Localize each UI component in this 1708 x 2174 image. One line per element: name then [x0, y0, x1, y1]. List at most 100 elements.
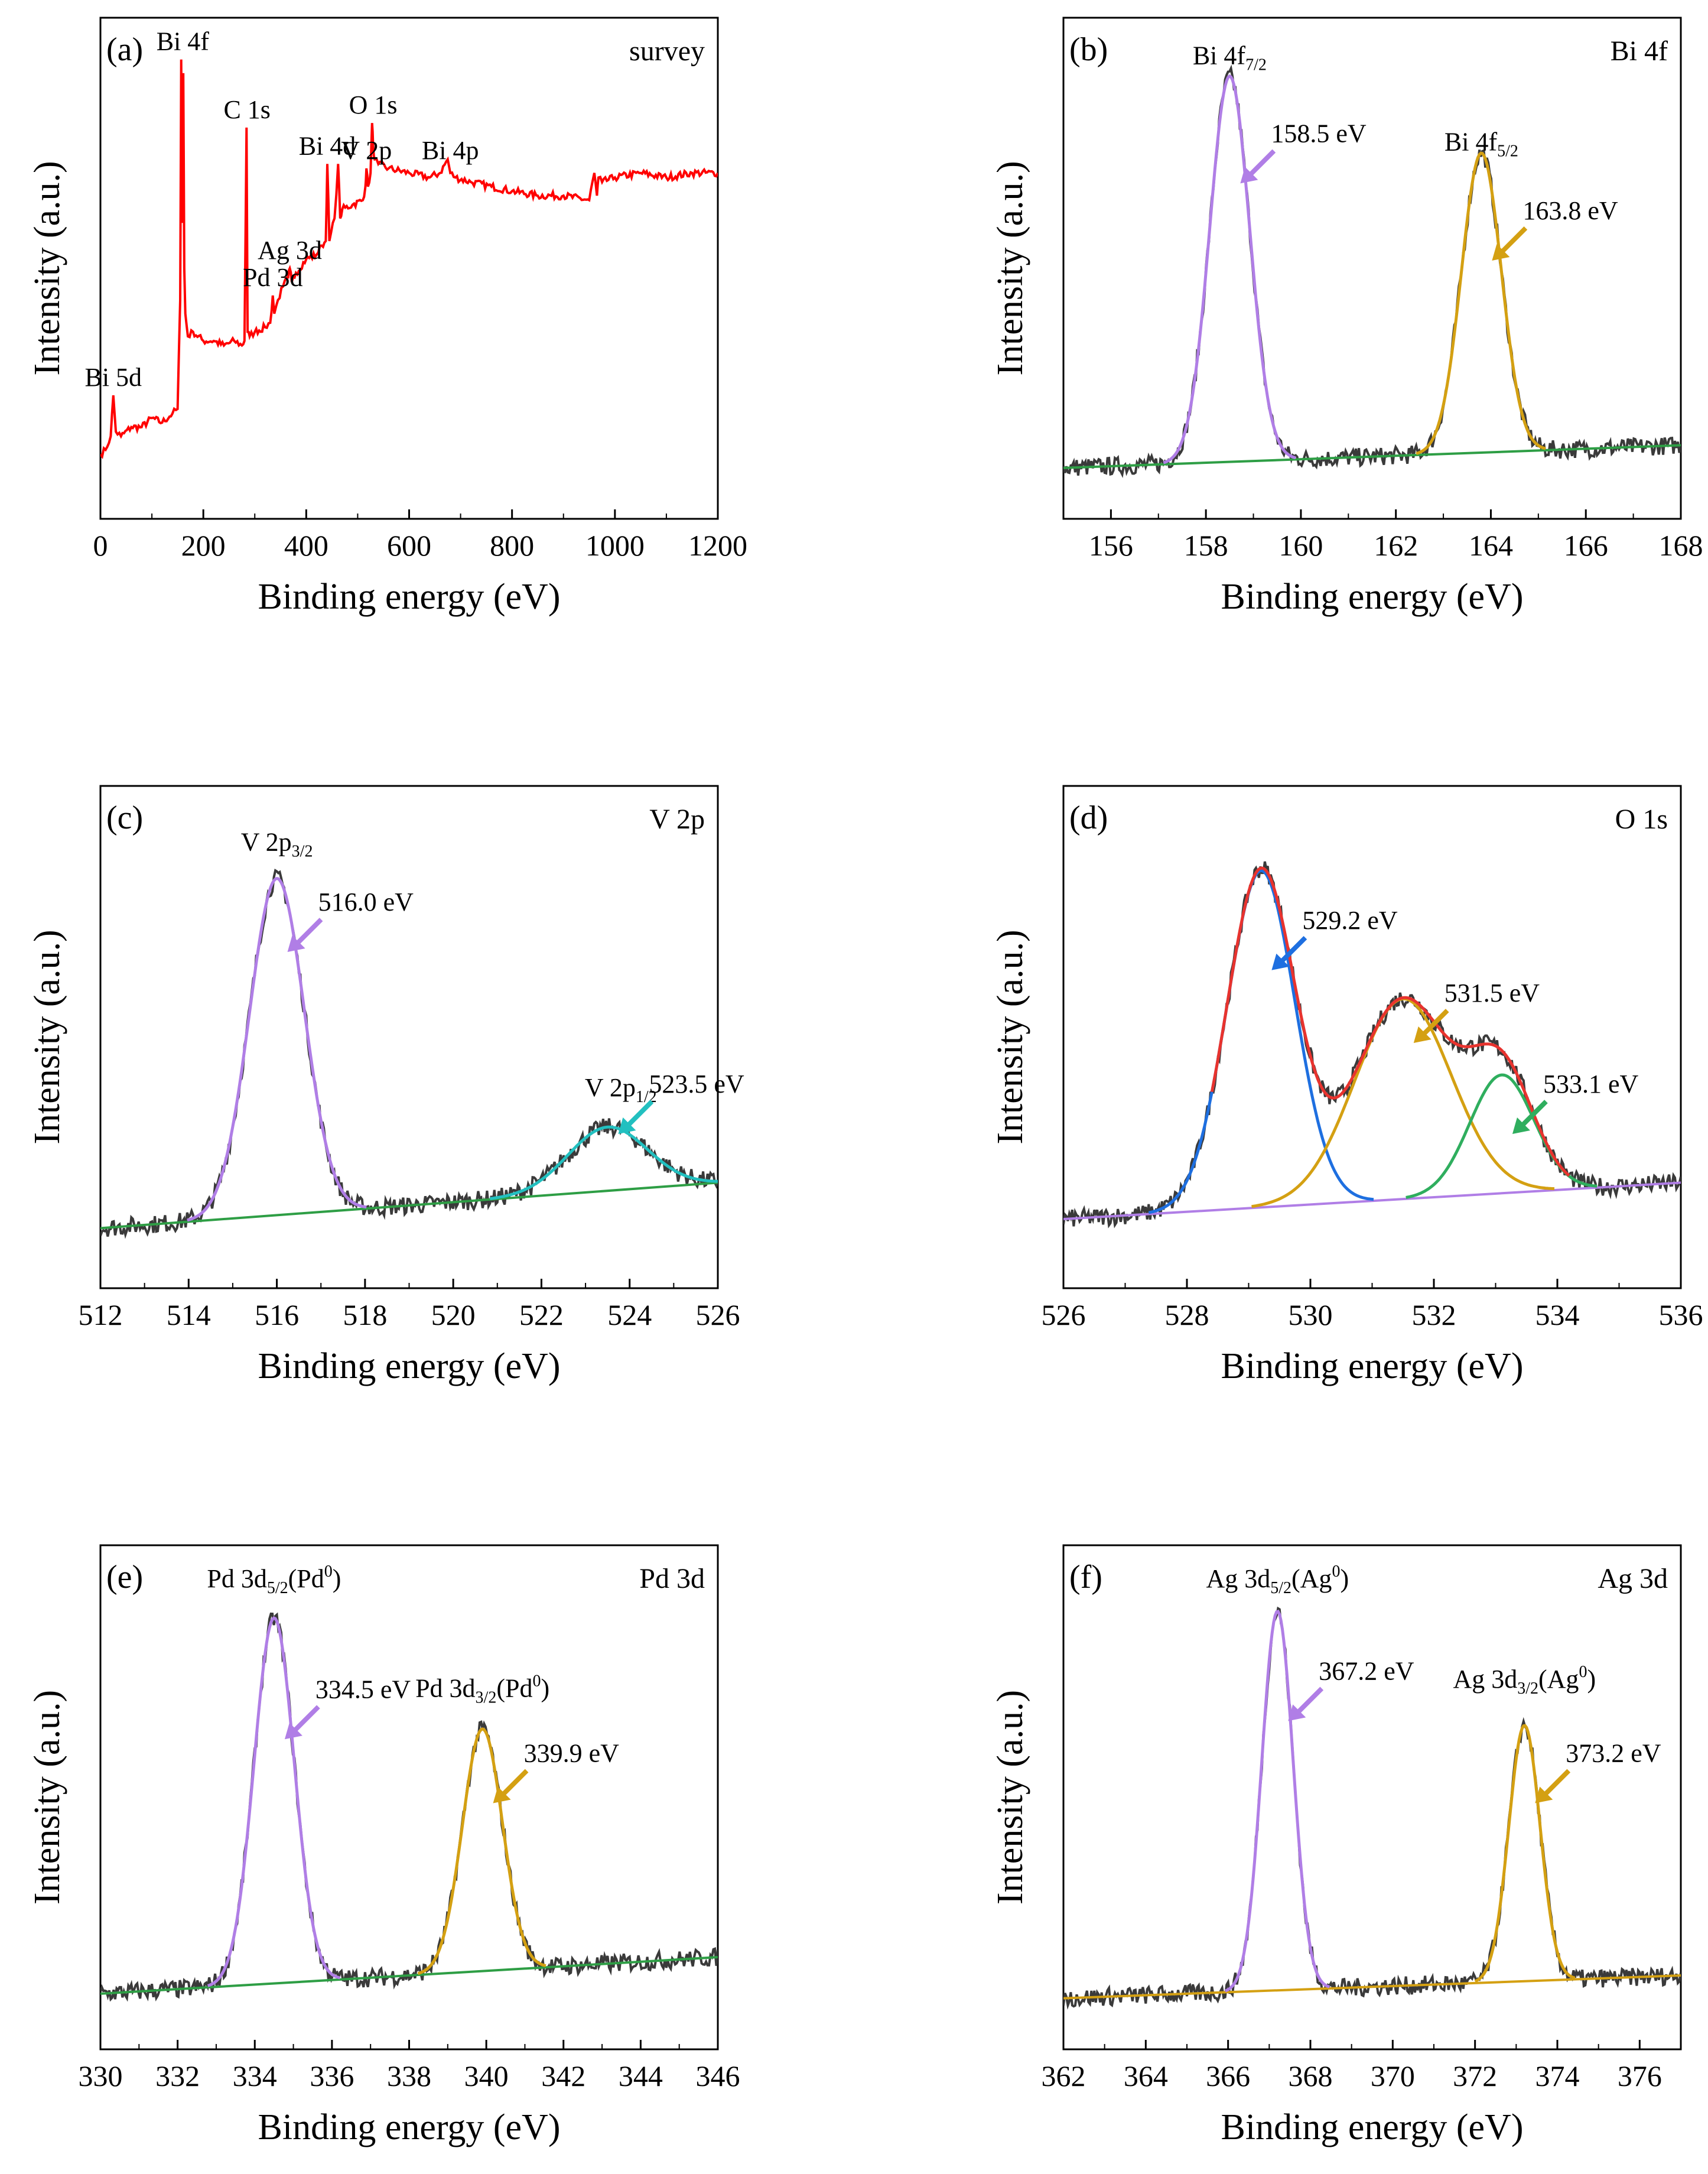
plot-frame — [99, 17, 719, 520]
x-tick-label: 334 — [233, 2059, 277, 2092]
label-suffix: (Pd — [288, 1564, 324, 1593]
baseline — [1063, 444, 1681, 469]
panel-corner-label: V 2p — [649, 804, 705, 835]
annotation-arrow — [1245, 149, 1276, 180]
baseline — [100, 1956, 718, 1995]
x-tick-label: 158 — [1184, 529, 1228, 562]
x-tick-label: 342 — [541, 2059, 585, 2092]
peak-label: Bi 4f — [157, 27, 210, 56]
label-superscript: 0 — [532, 1672, 541, 1690]
annotation-arrowhead — [1271, 953, 1290, 970]
x-axis: 526 528 530 532 534 536 — [1042, 1279, 1703, 1331]
x-tick-label: 166 — [1564, 529, 1608, 562]
x-tick-label: 346 — [696, 2059, 740, 2092]
plot-area — [1063, 861, 1681, 1229]
raw-spectrum — [1063, 861, 1681, 1229]
energy-annotation: 533.1 eV — [1543, 1070, 1639, 1099]
label-main: V 2p — [585, 1073, 636, 1102]
label-suffix: (Pd — [496, 1673, 532, 1702]
panel-corner-label: Bi 4f — [1611, 35, 1668, 67]
energy-annotation: 163.8 eV — [1522, 196, 1618, 225]
label-main: Ag 3d — [1453, 1665, 1517, 1694]
annotation-arrow — [1497, 226, 1528, 256]
peak-name-label: Pd 3d3/2(Pd0) — [415, 1672, 549, 1707]
label-tail: ) — [1587, 1665, 1596, 1694]
y-axis-title: Intensity (a.u.) — [990, 161, 1030, 375]
peak-label: Bi 4p — [422, 136, 479, 165]
label-tail: ) — [541, 1673, 549, 1702]
x-tick-label: 514 — [167, 1298, 211, 1331]
annotation-arrow — [1277, 935, 1307, 966]
label-subscript: 3/2 — [476, 1688, 497, 1707]
label-subscript: 5/2 — [1270, 1579, 1291, 1597]
y-axis-title: Intensity (a.u.) — [27, 1690, 67, 1905]
panel-b: 156 158 160 162 164 166 168 Binding energy (eV)… — [990, 17, 1703, 617]
x-tick-label: 370 — [1371, 2059, 1415, 2092]
energy-annotation: 531.5 eV — [1445, 979, 1540, 1008]
panel-tag: (c) — [106, 800, 143, 836]
baseline — [1063, 1181, 1681, 1220]
annotation-arrowhead — [284, 1723, 302, 1740]
x-tick-label: 336 — [310, 2059, 354, 2092]
x-tick-label: 162 — [1374, 529, 1418, 562]
x-axis-title: Binding energy (eV) — [258, 1346, 561, 1386]
x-tick-label: 340 — [464, 2059, 509, 2092]
x-tick-label: 366 — [1206, 2059, 1250, 2092]
fit-component — [1148, 869, 1374, 1214]
x-tick-label: 520 — [431, 1298, 476, 1331]
raw-spectrum — [100, 869, 718, 1239]
x-tick-label: 400 — [284, 529, 328, 562]
survey-line — [100, 59, 718, 460]
plot-area — [100, 59, 718, 460]
annotation-arrow — [498, 1769, 529, 1799]
x-axis-title: Binding energy (eV) — [1221, 577, 1524, 617]
peak-label: V 2p — [341, 136, 392, 165]
label-subscript: 5/2 — [1497, 142, 1518, 160]
x-axis: 0 200 400 600 800 1000 1200 — [93, 509, 747, 562]
peak-name-label: V 2p1/2 — [585, 1073, 657, 1106]
panel-corner-label: Pd 3d — [639, 1563, 705, 1594]
x-tick-label: 526 — [1042, 1298, 1086, 1331]
x-axis: 512 514 516 518 520 522 524 526 — [79, 1279, 740, 1331]
peak-name-label: Bi 4f5/2 — [1445, 127, 1518, 160]
annotation-arrowhead — [1512, 1117, 1530, 1134]
fit-component — [1251, 997, 1555, 1208]
x-tick-label: 374 — [1535, 2059, 1580, 2092]
peak-name-label: Pd 3d5/2(Pd0) — [207, 1562, 341, 1597]
plot-area — [1063, 1606, 1681, 2010]
x-tick-label: 330 — [79, 2059, 123, 2092]
x-tick-label: 376 — [1618, 2059, 1662, 2092]
baseline — [1063, 1974, 1681, 2000]
peak-name-label: Bi 4f7/2 — [1193, 41, 1267, 74]
annotation-arrowhead — [287, 935, 305, 952]
label-main: Pd 3d — [415, 1673, 475, 1702]
annotation-arrow — [290, 1705, 320, 1736]
panel-tag: (d) — [1069, 800, 1108, 836]
annotation-arrow — [1518, 1100, 1548, 1130]
energy-annotation: 516.0 eV — [318, 888, 414, 917]
raw-spectrum — [100, 1612, 718, 2002]
fit-envelope — [1210, 866, 1570, 1177]
fit-component — [489, 1125, 718, 1200]
x-tick-label: 518 — [343, 1298, 387, 1331]
label-main: Bi 4f — [1445, 127, 1498, 156]
x-tick-label: 372 — [1453, 2059, 1497, 2092]
panel-tag: (f) — [1069, 1559, 1102, 1595]
x-axis-title: Binding energy (eV) — [1221, 1346, 1524, 1386]
x-axis: 156 158 160 162 164 166 168 — [1089, 509, 1703, 562]
label-subscript: 3/2 — [1517, 1679, 1538, 1698]
energy-annotation: 523.5 eV — [649, 1070, 744, 1099]
plot-frame — [1062, 1544, 1682, 2050]
x-tick-label: 512 — [79, 1298, 123, 1331]
annotation-arrowhead — [493, 1786, 511, 1803]
fit-component — [1416, 151, 1546, 455]
x-tick-label: 338 — [387, 2059, 431, 2092]
x-tick-label: 364 — [1124, 2059, 1168, 2092]
panel-corner-label: O 1s — [1615, 804, 1668, 835]
plot-frame — [1062, 17, 1682, 520]
peak-label: Pd 3d — [243, 263, 302, 292]
peak-label: Ag 3d — [258, 236, 322, 265]
annotation-arrowhead — [1492, 243, 1510, 261]
x-tick-label: 524 — [607, 1298, 652, 1331]
